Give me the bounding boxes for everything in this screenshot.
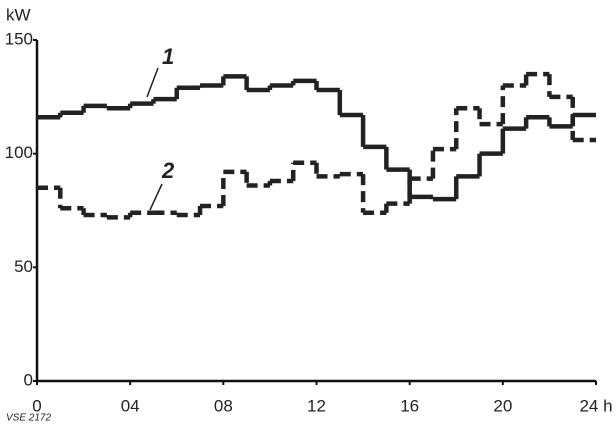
y-tick-label: 150 — [5, 29, 33, 48]
x-tick-label: 24 h — [579, 396, 612, 415]
x-tick-label: 16 — [400, 396, 419, 415]
y-tick-label: 0 — [24, 370, 33, 389]
series-annotation: 1 — [162, 44, 174, 69]
x-tick-label: 12 — [307, 396, 326, 415]
annotation-leader — [146, 67, 159, 98]
x-tick-label: 08 — [214, 396, 233, 415]
y-tick-label: 100 — [5, 143, 33, 162]
y-axis-label: kW — [6, 5, 31, 24]
x-tick-label: 04 — [121, 396, 140, 415]
figure-note: VSE 2172 — [6, 413, 51, 424]
annotation-leader — [149, 183, 163, 211]
y-tick-label: 50 — [14, 257, 33, 276]
x-tick-label: 20 — [493, 396, 512, 415]
x-tick-label: 0 — [32, 396, 41, 415]
series-annotation: 2 — [161, 158, 175, 183]
